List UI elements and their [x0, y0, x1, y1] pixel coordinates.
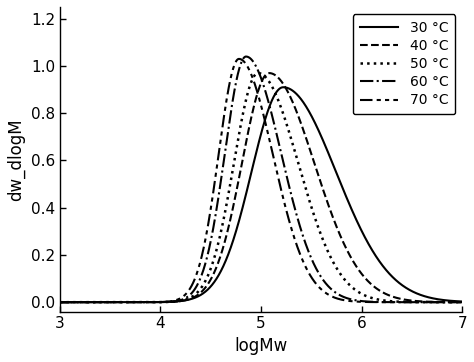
70 °C	[78, 300, 83, 304]
60 °C	[78, 300, 83, 304]
30 °C	[242, 197, 248, 201]
50 °C	[253, 72, 258, 76]
Line: 40 °C: 40 °C	[60, 73, 462, 302]
50 °C	[448, 300, 454, 304]
X-axis label: logMw: logMw	[235, 337, 288, 355]
70 °C	[448, 300, 454, 304]
30 °C	[459, 299, 465, 304]
Line: 60 °C: 60 °C	[60, 56, 462, 302]
50 °C	[255, 71, 261, 75]
60 °C	[459, 300, 465, 304]
40 °C	[253, 98, 258, 102]
30 °C	[448, 299, 454, 303]
60 °C	[242, 55, 248, 59]
50 °C	[57, 300, 63, 304]
60 °C	[448, 300, 454, 304]
40 °C	[459, 300, 465, 304]
50 °C	[374, 297, 380, 302]
Y-axis label: dw_dlogM: dw_dlogM	[7, 118, 25, 201]
50 °C	[242, 103, 248, 107]
70 °C	[459, 300, 465, 304]
40 °C	[57, 300, 63, 304]
70 °C	[253, 85, 259, 89]
40 °C	[78, 300, 83, 304]
30 °C	[281, 85, 286, 89]
30 °C	[374, 256, 380, 260]
60 °C	[448, 300, 454, 304]
50 °C	[78, 300, 83, 304]
30 °C	[78, 300, 83, 304]
50 °C	[459, 300, 465, 304]
40 °C	[266, 71, 272, 75]
70 °C	[236, 57, 242, 61]
40 °C	[374, 287, 380, 291]
70 °C	[374, 300, 380, 304]
60 °C	[374, 300, 380, 304]
50 °C	[448, 300, 454, 304]
30 °C	[448, 299, 454, 303]
70 °C	[448, 300, 454, 304]
40 °C	[448, 300, 454, 304]
Line: 50 °C: 50 °C	[60, 73, 462, 302]
70 °C	[242, 61, 248, 65]
Legend: 30 °C, 40 °C, 50 °C, 60 °C, 70 °C: 30 °C, 40 °C, 50 °C, 60 °C, 70 °C	[353, 14, 456, 114]
70 °C	[57, 300, 63, 304]
60 °C	[57, 300, 63, 304]
60 °C	[243, 54, 249, 59]
40 °C	[242, 146, 248, 151]
Line: 30 °C: 30 °C	[60, 87, 462, 302]
Line: 70 °C: 70 °C	[60, 59, 462, 302]
60 °C	[253, 64, 259, 68]
30 °C	[253, 153, 258, 157]
40 °C	[448, 300, 454, 304]
30 °C	[57, 300, 63, 304]
